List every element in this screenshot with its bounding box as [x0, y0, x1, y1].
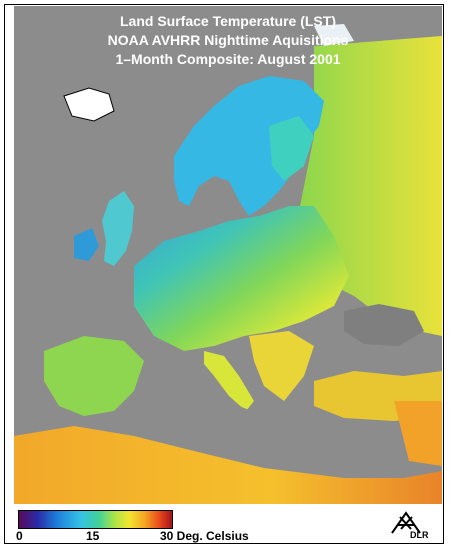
arctic-ice [314, 24, 354, 46]
iberian-peninsula [44, 336, 144, 416]
balkans [249, 331, 314, 401]
scandinavia [174, 76, 324, 216]
title-line-1: Land Surface Temperature (LST) [119, 13, 336, 29]
colorbar-tick-max: 30 Deg. Celsius [160, 529, 249, 543]
temperature-colorbar [18, 510, 173, 529]
lst-map [14, 6, 442, 504]
central-europe [134, 206, 349, 351]
finland [269, 116, 314, 181]
title-line-3: 1–Month Composite: August 2001 [115, 51, 341, 67]
dlr-logo-icon [391, 511, 421, 534]
colorbar-tick-mid: 15 [86, 529, 100, 543]
italy [204, 351, 254, 411]
title-line-2: NOAA AVHRR Nighttime Aquisitions [107, 32, 349, 48]
map-title: Land Surface Temperature (LST) NOAA AVHR… [14, 12, 442, 69]
dlr-logo-text: DLR [410, 530, 429, 540]
iceland-ice [63, 87, 115, 122]
mediterranean-sea [134, 386, 404, 476]
north-africa [14, 426, 442, 504]
black-sea [344, 304, 424, 346]
middle-east [394, 401, 442, 466]
colorbar-tick-min: 0 [16, 529, 23, 543]
great-britain [102, 191, 134, 266]
ireland [74, 228, 99, 261]
